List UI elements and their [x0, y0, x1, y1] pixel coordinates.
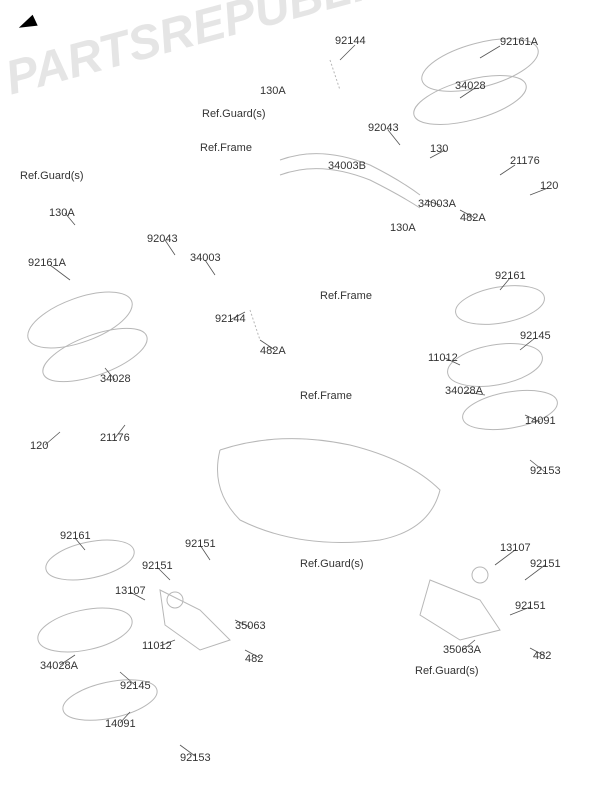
callout-14091-right: 14091 — [525, 415, 556, 427]
callout-92043-top: 92043 — [368, 122, 399, 134]
callout-130: 130 — [430, 143, 448, 155]
callout-refguard-bottom: Ref.Guard(s) — [415, 665, 479, 677]
callout-refframe-mid2: Ref.Frame — [300, 390, 352, 402]
callout-92145-right: 92145 — [520, 330, 551, 342]
callout-13107-right: 13107 — [500, 542, 531, 554]
callout-482A-top: 482A — [460, 212, 486, 224]
callout-refframe-mid: Ref.Frame — [320, 290, 372, 302]
callout-refframe-top: Ref.Frame — [200, 142, 252, 154]
callout-92161-left: 92161 — [60, 530, 91, 542]
callout-35063: 35063 — [235, 620, 266, 632]
callout-11012-right: 11012 — [428, 352, 458, 364]
callout-92151-right1: 92151 — [530, 558, 561, 570]
callout-34028A-left: 34028A — [40, 660, 78, 672]
callout-92161A-top: 92161A — [500, 36, 538, 48]
callout-34003: 34003 — [190, 252, 221, 264]
callout-34028-top: 34028 — [455, 80, 486, 92]
callout-34028A-right: 34028A — [445, 385, 483, 397]
callout-92151-right2: 92151 — [515, 600, 546, 612]
callout-35063A: 35063A — [443, 644, 481, 656]
callout-14091-left: 14091 — [105, 718, 136, 730]
callout-482A-mid: 482A — [260, 345, 286, 357]
callout-refguard-mid: Ref.Guard(s) — [300, 558, 364, 570]
callout-92043-left: 92043 — [147, 233, 178, 245]
callout-92144-top: 92144 — [335, 35, 366, 47]
callout-refguard-top: Ref.Guard(s) — [202, 108, 266, 120]
callout-92144-mid: 92144 — [215, 313, 246, 325]
callout-482-right: 482 — [533, 650, 551, 662]
callout-34003B: 34003B — [328, 160, 366, 172]
callout-92151-mid2: 92151 — [142, 560, 173, 572]
callout-92145-left: 92145 — [120, 680, 151, 692]
callout-34003A: 34003A — [418, 198, 456, 210]
parts-diagram: PARTSREPUBLIK — [0, 0, 589, 799]
indicator-arrow-icon — [16, 15, 37, 33]
callout-92153-right: 92153 — [530, 465, 561, 477]
callout-120-left: 120 — [30, 440, 48, 452]
callout-13107-left: 13107 — [115, 585, 146, 597]
callout-130A-mid: 130A — [390, 222, 416, 234]
diagram-sketch — [0, 0, 589, 799]
callout-92161A-left: 92161A — [28, 257, 66, 269]
callout-92153-left: 92153 — [180, 752, 211, 764]
callout-11012-left: 11012 — [142, 640, 172, 652]
callout-92151-mid1: 92151 — [185, 538, 216, 550]
callout-refguard-left: Ref.Guard(s) — [20, 170, 84, 182]
watermark-text: PARTSREPUBLIK — [0, 0, 404, 106]
callout-92161-right: 92161 — [495, 270, 526, 282]
callout-482-left: 482 — [245, 653, 263, 665]
callout-120-top: 120 — [540, 180, 558, 192]
callout-130A-top: 130A — [260, 85, 286, 97]
callout-21176-top: 21176 — [510, 155, 540, 167]
callout-34028-left: 34028 — [100, 373, 131, 385]
callout-130A-left: 130A — [49, 207, 75, 219]
callout-21176-left: 21176 — [100, 432, 130, 444]
